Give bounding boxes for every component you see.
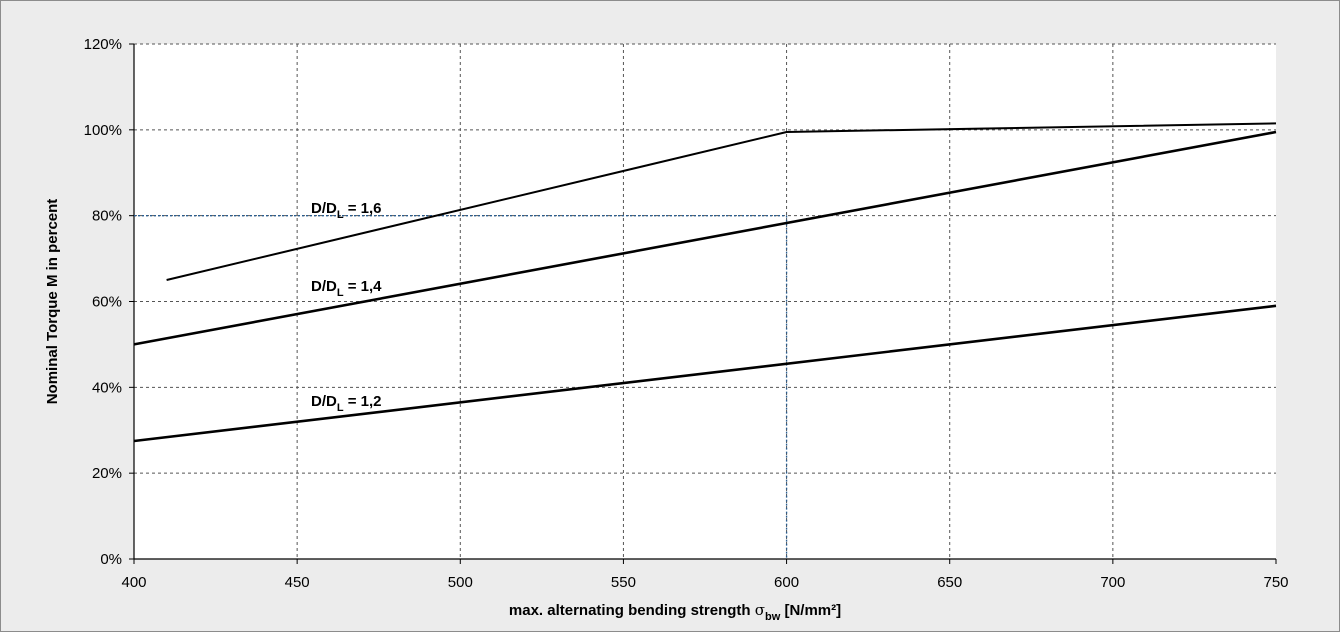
- series-label-1: D/DL = 1,6: [311, 200, 382, 221]
- series-label-3: D/DL = 1,2: [311, 393, 382, 414]
- x-tick-label-500: 500: [448, 574, 473, 591]
- x-tick-label-550: 550: [611, 574, 636, 591]
- series-label-2: D/DL = 1,4: [311, 278, 382, 299]
- y-tick-label-80: 80%: [92, 208, 122, 225]
- y-tick-label-60: 60%: [92, 294, 122, 311]
- x-tick-label-600: 600: [774, 574, 799, 591]
- y-tick-label-0: 0%: [100, 551, 122, 568]
- x-tick-label-650: 650: [937, 574, 962, 591]
- y-tick-label-40: 40%: [92, 379, 122, 396]
- y-tick-label-100: 100%: [84, 122, 122, 139]
- series-line-1: [166, 122, 1277, 281]
- y-tick-label-20: 20%: [92, 465, 122, 482]
- series-line-2: [133, 130, 1277, 346]
- x-tick-label-750: 750: [1263, 574, 1288, 591]
- y-axis-title: Nominal Torque M in percent: [44, 199, 61, 405]
- x-tick-label-450: 450: [285, 574, 310, 591]
- x-tick-label-700: 700: [1100, 574, 1125, 591]
- x-tick-label-400: 400: [121, 574, 146, 591]
- x-axis-title: max. alternating bending strength σbw [N…: [509, 601, 841, 623]
- series-line-3: [133, 304, 1277, 443]
- y-tick-label-120: 120%: [84, 36, 122, 53]
